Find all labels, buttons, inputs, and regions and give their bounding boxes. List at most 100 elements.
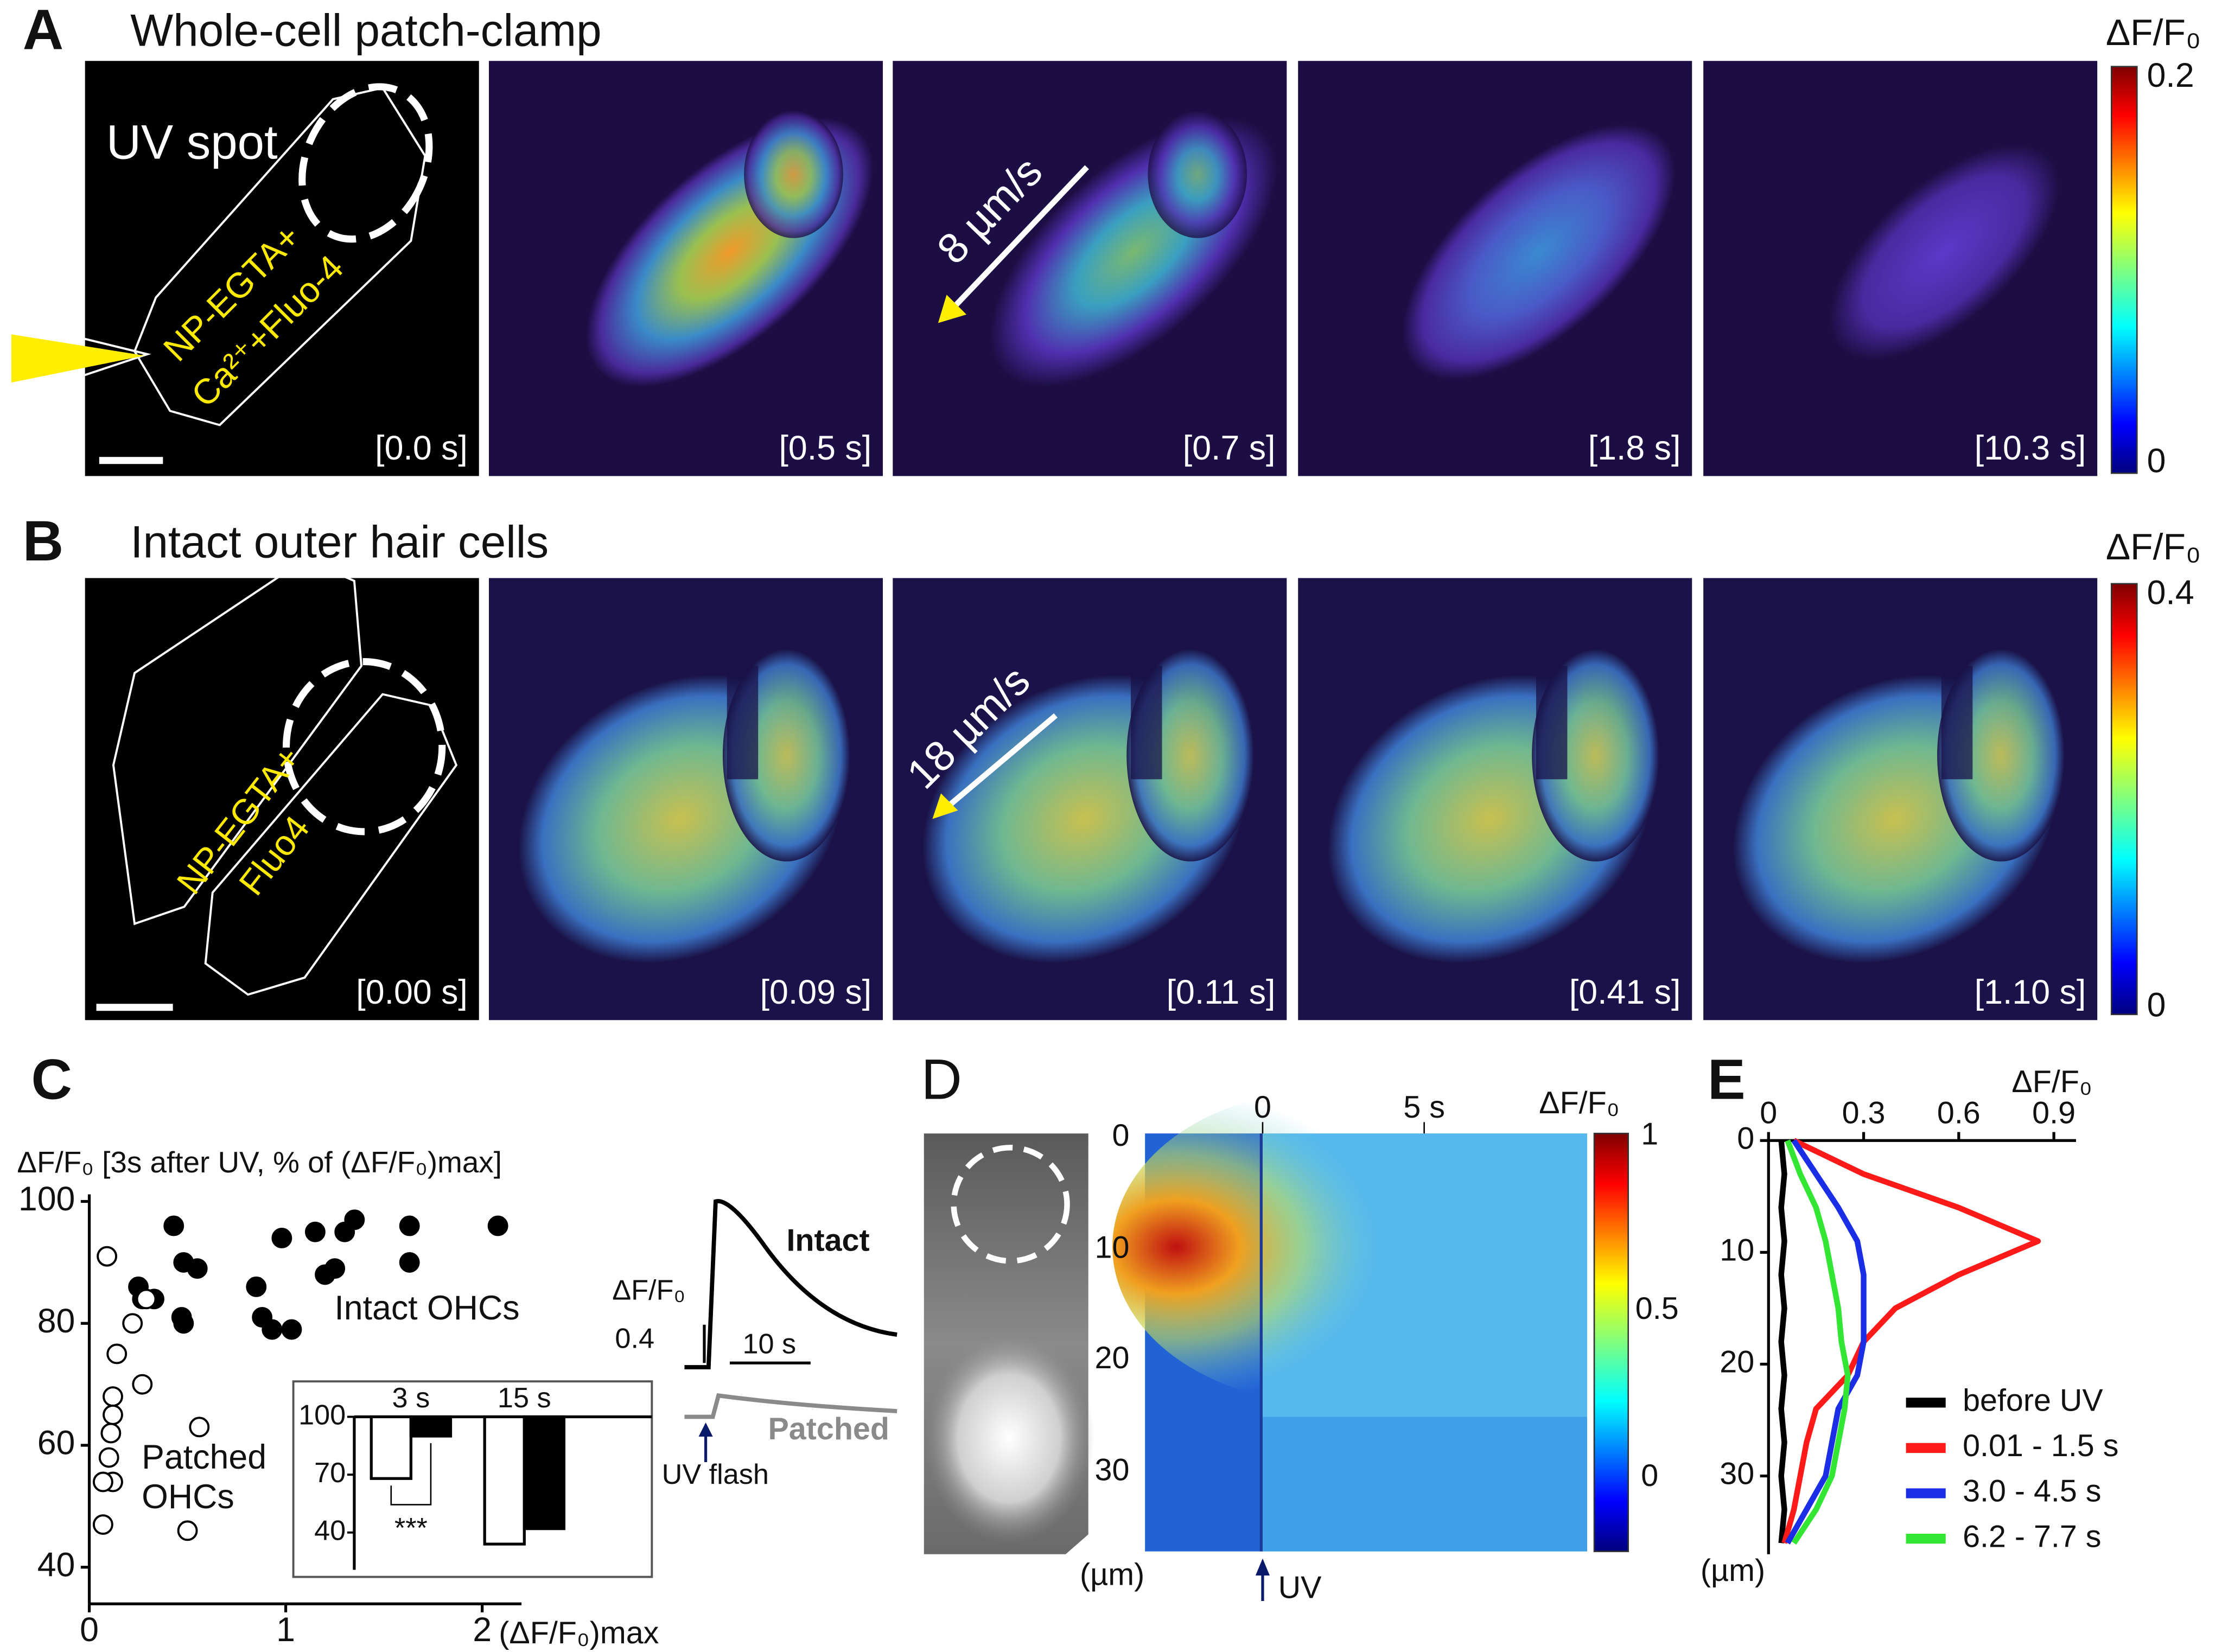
cell-fluorescence <box>1829 144 2059 360</box>
trace-label: 0.4 <box>615 1323 654 1354</box>
brightfield-image <box>924 1133 1094 1554</box>
image-frame: [1.10 s] <box>1703 578 2098 1020</box>
colorbar-label: 0.2 <box>2147 56 2194 94</box>
data-point <box>103 1404 123 1425</box>
panel-title: Intact outer hair cells <box>130 516 549 567</box>
cell-notch <box>1941 666 1973 780</box>
tick-label: 30 <box>1095 1453 1130 1488</box>
data-point <box>103 1386 123 1407</box>
data-point <box>132 1374 153 1395</box>
data-point <box>399 1215 420 1236</box>
y-tick-label: 40 <box>37 1546 75 1584</box>
data-point <box>187 1258 208 1279</box>
x-tick-label: 2 <box>473 1611 492 1649</box>
trace-label: UV flash <box>662 1459 769 1490</box>
data-point <box>344 1209 365 1230</box>
image-frame: [0.11 s] <box>893 578 1287 1020</box>
data-point <box>92 1471 113 1492</box>
cell-notch <box>1536 666 1568 780</box>
colorbar-label: 0.5 <box>1635 1291 1679 1326</box>
data-point <box>97 1246 118 1267</box>
timestamp: [0.5 s] <box>779 429 871 467</box>
data-point <box>173 1313 194 1334</box>
data-point <box>163 1215 184 1236</box>
timestamp: [1.10 s] <box>1975 973 2086 1011</box>
image-frame: [10.3 s] <box>1703 61 2098 476</box>
image-frame: [0.00 s] <box>85 578 479 1020</box>
category-label: 15 s <box>498 1382 551 1414</box>
data-point <box>106 1343 128 1364</box>
data-point <box>189 1417 210 1438</box>
legend-label: 6.2 - 7.7 s <box>1963 1519 2101 1554</box>
colorbar-label: 0.4 <box>2147 573 2194 611</box>
colorbar-title: ΔF/F₀ <box>2106 12 2201 53</box>
speed-arrow <box>932 713 1058 819</box>
y-tick-label: 40 <box>314 1515 346 1547</box>
frame-background <box>85 61 479 476</box>
image-frame: [0.0 s] <box>85 61 479 476</box>
image-frame: [0.09 s] <box>489 578 883 1020</box>
cell-schematic <box>2 83 433 464</box>
annotation: UV spot <box>106 115 278 169</box>
data-point <box>246 1276 267 1297</box>
panel-label: C <box>31 1048 72 1111</box>
panel-label: E <box>1708 1048 1746 1111</box>
series-label: Intact OHCs <box>334 1289 519 1327</box>
profile-line <box>1778 1140 1787 1543</box>
y-tick-label: 20 <box>1720 1345 1754 1380</box>
axis-unit: (µm) <box>1080 1558 1144 1592</box>
timestamp: [0.09 s] <box>760 973 872 1011</box>
cell-notch <box>1131 666 1162 780</box>
x-tick-label: 0.6 <box>1937 1095 1981 1130</box>
legend-label: 0.01 - 1.5 s <box>1963 1428 2118 1463</box>
colorbar-label: 1 <box>1641 1117 1658 1152</box>
data-point <box>262 1319 283 1340</box>
inset-frame <box>292 1380 653 1578</box>
image-frame: [0.41 s] <box>1298 578 1692 1020</box>
axis-label: ΔF/F₀ <box>2011 1064 2092 1099</box>
series-label: Patched OHCs <box>142 1438 266 1515</box>
x-tick-label: 0.9 <box>2032 1095 2075 1130</box>
timestamp: [0.00 s] <box>356 973 468 1011</box>
x-tick-label: 0 <box>1760 1095 1777 1130</box>
speed-arrow <box>938 165 1089 323</box>
image-frames: [0.0 s] [0.5 s] [0.7 s] [1.8 s] [10.3 s] [0.0… <box>85 61 2098 1020</box>
timestamp: [0.11 s] <box>1167 973 1276 1011</box>
trace-label: Patched <box>768 1412 889 1446</box>
y-axis-label: ΔF/F₀ [3s after UV, % of (ΔF/F₀)max] <box>17 1145 502 1179</box>
annotation: *** <box>394 1513 428 1544</box>
bar <box>409 1415 453 1438</box>
category-label: 3 s <box>392 1382 430 1414</box>
timestamp: [0.0 s] <box>375 429 468 467</box>
trace-illustration <box>684 1199 897 1463</box>
data-point <box>92 1514 113 1535</box>
bar <box>523 1415 566 1530</box>
timestamp: [0.41 s] <box>1569 973 1681 1011</box>
colorbar-title: ΔF/F₀ <box>1539 1086 1619 1120</box>
panel-label: B <box>23 509 63 573</box>
colorbar <box>1593 1132 1629 1552</box>
frame-background <box>85 578 479 1020</box>
timestamp: [1.8 s] <box>1588 429 1681 467</box>
data-point <box>281 1319 302 1340</box>
profile-line <box>1785 1139 1867 1545</box>
trace-label: ΔF/F₀ <box>612 1274 685 1306</box>
cell-fluorescence <box>1403 124 1676 380</box>
profile-line <box>1785 1139 1851 1545</box>
significance-bracket <box>390 1443 432 1506</box>
x-tick-label: 0.3 <box>1842 1095 1886 1130</box>
timestamp: [10.3 s] <box>1975 429 2086 467</box>
tick-label: 20 <box>1095 1341 1130 1375</box>
data-point <box>487 1215 508 1236</box>
bar <box>483 1415 526 1546</box>
y-tick-label: 10 <box>1720 1233 1754 1268</box>
y-tick-label: 80 <box>37 1302 75 1340</box>
y-tick-label: 100 <box>298 1399 346 1431</box>
annotation: UV <box>1278 1570 1322 1605</box>
tick-label: 10 <box>1095 1230 1130 1265</box>
y-tick-label: 60 <box>37 1424 75 1462</box>
data-point <box>98 1447 119 1468</box>
timestamp: [0.7 s] <box>1183 429 1276 467</box>
x-tick-label: 1 <box>276 1611 295 1649</box>
